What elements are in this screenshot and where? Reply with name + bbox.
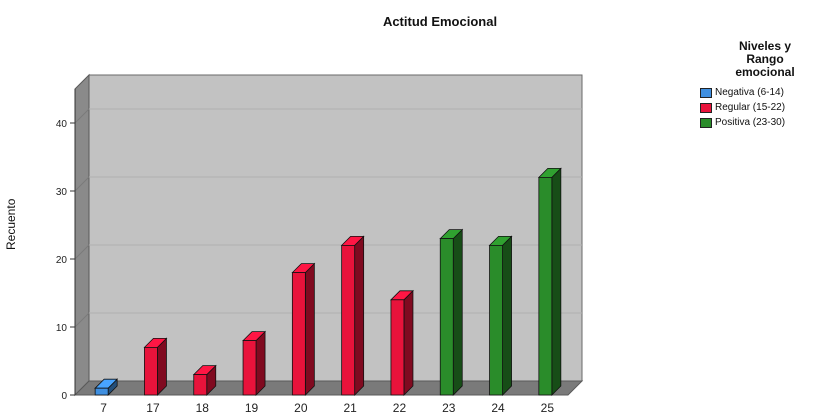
bar bbox=[341, 244, 356, 396]
bar-side bbox=[502, 235, 512, 396]
gridline-side bbox=[74, 312, 90, 328]
x-tick-label: 19 bbox=[245, 401, 259, 415]
x-tick-label: 22 bbox=[393, 401, 407, 415]
gridline-side bbox=[74, 244, 90, 260]
gridline-side bbox=[74, 176, 90, 192]
x-tick-label: 21 bbox=[343, 401, 357, 415]
x-tick-label: 23 bbox=[442, 401, 456, 415]
x-tick-label: 24 bbox=[491, 401, 505, 415]
x-tick-label: 7 bbox=[100, 401, 107, 415]
bar bbox=[439, 238, 454, 396]
bar bbox=[94, 387, 109, 396]
chart-title: Actitud Emocional bbox=[382, 14, 498, 29]
bar-side bbox=[354, 235, 365, 396]
x-tick-label: 17 bbox=[146, 401, 160, 415]
bar bbox=[538, 176, 553, 396]
legend-title-line: Niveles y bbox=[738, 39, 792, 53]
legend-label: Positiva (23-30) bbox=[715, 117, 786, 128]
legend-item: Positiva (23-30) bbox=[700, 115, 830, 130]
x-tick-label: 18 bbox=[196, 401, 210, 415]
bar bbox=[242, 340, 257, 396]
legend-label: Negativa (6-14) bbox=[715, 87, 784, 98]
y-tick-label: 30 bbox=[56, 187, 68, 198]
legend-swatch-positiva bbox=[700, 117, 712, 128]
gridline-side bbox=[74, 108, 90, 124]
bar-side bbox=[255, 330, 266, 396]
x-tick-label: 25 bbox=[541, 401, 555, 415]
bar-side bbox=[403, 289, 414, 396]
plot-side-wall bbox=[74, 73, 90, 397]
y-tick-label: 20 bbox=[56, 255, 68, 266]
legend-swatch-negativa bbox=[700, 87, 712, 98]
bar bbox=[291, 272, 306, 396]
bar bbox=[144, 346, 158, 396]
bar bbox=[193, 374, 208, 396]
legend-label: Regular (15-22) bbox=[715, 102, 786, 113]
legend: Niveles y Rango emocional Negativa (6-14… bbox=[700, 40, 830, 130]
bar bbox=[489, 244, 503, 396]
bar bbox=[390, 299, 405, 396]
bar-side bbox=[452, 228, 463, 396]
legend-item: Negativa (6-14) bbox=[700, 85, 830, 100]
bar-side bbox=[551, 167, 562, 396]
legend-title: Niveles y Rango emocional bbox=[700, 40, 830, 79]
bar-side bbox=[157, 337, 167, 396]
legend-swatch-regular bbox=[700, 102, 712, 113]
legend-title-line: Rango bbox=[746, 52, 784, 66]
y-tick-label: 10 bbox=[56, 323, 68, 334]
x-tick-label: 20 bbox=[294, 401, 308, 415]
y-tick-label: 40 bbox=[56, 119, 68, 130]
legend-title-line: emocional bbox=[735, 65, 795, 79]
legend-item: Regular (15-22) bbox=[700, 100, 830, 115]
bar-side bbox=[304, 262, 315, 396]
y-tick-label: 0 bbox=[61, 391, 67, 402]
